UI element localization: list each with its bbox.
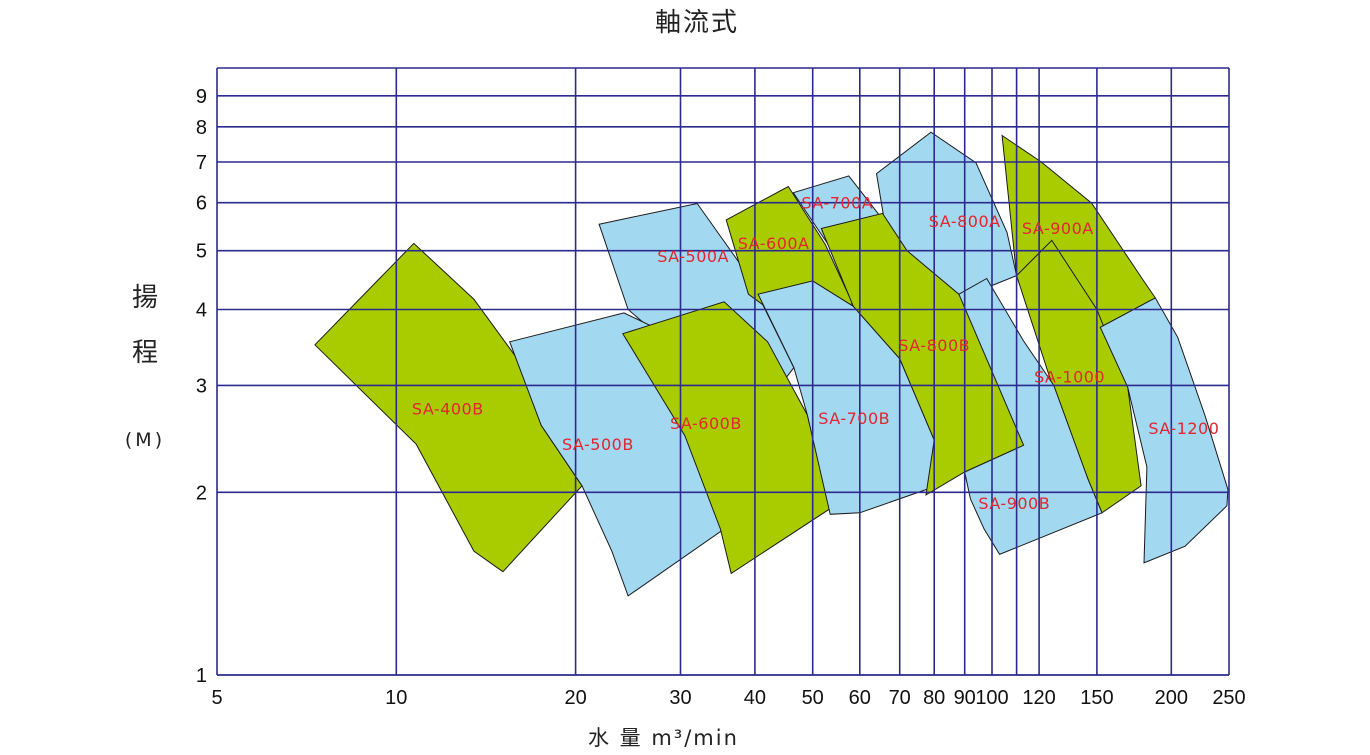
x-tick-label: 200 [1155,687,1188,709]
region-label-sa-900a: SA-900A [1022,219,1094,238]
x-tick-label: 20 [564,687,586,709]
x-tick-label: 120 [1022,687,1055,709]
x-tick-label: 40 [744,687,766,709]
y-tick-label: 4 [196,300,207,322]
x-tick-label: 60 [849,687,871,709]
x-axis-label: 水 量 m³/min [588,726,739,750]
y-tick-label: 5 [196,241,207,263]
region-label-sa-500b: SA-500B [562,435,634,454]
y-tick-label: 3 [196,375,207,397]
x-tick-label: 150 [1080,687,1113,709]
x-tick-label: 100 [975,687,1008,709]
y-tick-label: 8 [196,117,207,139]
region-label-sa-600b: SA-600B [670,414,742,433]
x-tick-label: 50 [802,687,824,709]
y-axis-label-unit: (M) [125,429,165,451]
y-tick-label: 2 [196,482,207,504]
region-label-sa-1200: SA-1200 [1148,419,1219,438]
x-tick-label: 90 [954,687,976,709]
grid-layer [216,67,1230,676]
region-label-sa-500a: SA-500A [657,247,729,266]
region-sa-900b [958,277,1103,556]
y-tick-label: 1 [196,665,207,687]
y-axis-label-char-2: 程 [132,338,158,368]
region-label-sa-400b: SA-400B [412,399,484,418]
y-tick-label: 9 [196,86,207,108]
region-label-sa-1000: SA-1000 [1034,368,1105,387]
chart-title: 軸流式 [655,8,739,38]
y-tick-label: 7 [196,152,207,174]
region-label-sa-900b: SA-900B [978,494,1050,513]
x-tick-label: 10 [385,687,407,709]
tick-labels-layer: 5 10 20 30 40 50 60 70 80 90 100 120 150 200 250 1 2 3 4 5 6… [196,86,1246,709]
region-label-sa-700a: SA-700A [801,194,873,213]
x-tick-label: 250 [1212,687,1245,709]
region-labels-layer: SA-500A SA-700A SA-800A SA-600A SA-900A SA-40… [412,194,1219,513]
x-tick-label: 80 [923,687,945,709]
regions-layer [314,131,1229,597]
region-label-sa-700b: SA-700B [818,409,890,428]
region-label-sa-800b: SA-800B [898,336,970,355]
x-tick-label: 70 [889,687,911,709]
x-tick-label: 30 [669,687,691,709]
y-axis-label-char-1: 揚 [132,283,158,313]
y-tick-label: 6 [196,193,207,215]
region-label-sa-600a: SA-600A [738,234,810,253]
region-label-sa-800a: SA-800A [929,212,1001,231]
x-tick-label: 5 [211,687,222,709]
region-sa-1200 [1099,297,1229,564]
